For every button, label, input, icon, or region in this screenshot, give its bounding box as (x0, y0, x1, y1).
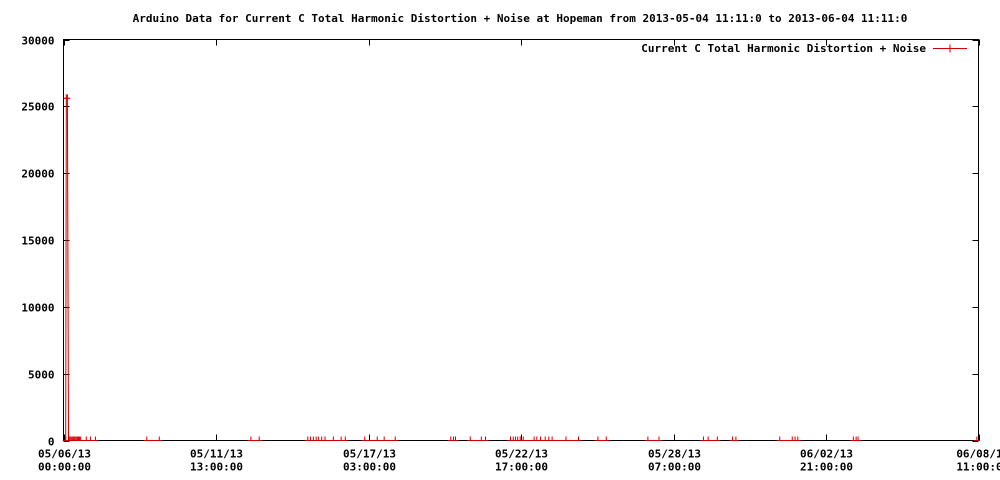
y-tick-label: 20000 (21, 168, 54, 181)
legend-label: Current C Total Harmonic Distortion + No… (641, 42, 926, 55)
x-tick-label-date: 05/11/13 (190, 448, 243, 461)
y-tick-label: 15000 (21, 235, 54, 248)
y-tick-label: 5000 (28, 369, 55, 382)
series-line (65, 97, 96, 441)
x-tick-label-time: 21:00:00 (800, 461, 853, 474)
x-tick-label-date: 05/28/13 (648, 448, 701, 461)
x-tick-label-time: 00:00:00 (38, 461, 91, 474)
x-tick-label-date: 05/06/13 (38, 448, 91, 461)
y-axis: 0 5000 10000 15000 20000 25000 30000 (21, 35, 979, 449)
chart-title: Arduino Data for Current C Total Harmoni… (133, 12, 908, 25)
x-tick-label-date: 06/08/1 (956, 448, 1000, 461)
x-tick-label-time: 07:00:00 (648, 461, 701, 474)
x-tick-label-time: 13:00:00 (190, 461, 243, 474)
x-tick-label-date: 05/17/13 (343, 448, 396, 461)
x-tick-label-time: 17:00:00 (495, 461, 548, 474)
y-tick-label: 25000 (21, 101, 54, 114)
y-tick-label: 30000 (21, 35, 54, 48)
plot-area-border (63, 39, 979, 441)
y-tick-label: 10000 (21, 302, 54, 315)
x-tick-label-date: 05/22/13 (495, 448, 548, 461)
x-tick-label-date: 06/02/13 (800, 448, 853, 461)
legend: Current C Total Harmonic Distortion + No… (641, 42, 967, 55)
series-layer (62, 94, 980, 441)
x-tick-label-time: 11:00:0 (956, 461, 1000, 474)
x-tick-label-time: 03:00:00 (343, 461, 396, 474)
y-tick-label: 0 (48, 436, 55, 449)
